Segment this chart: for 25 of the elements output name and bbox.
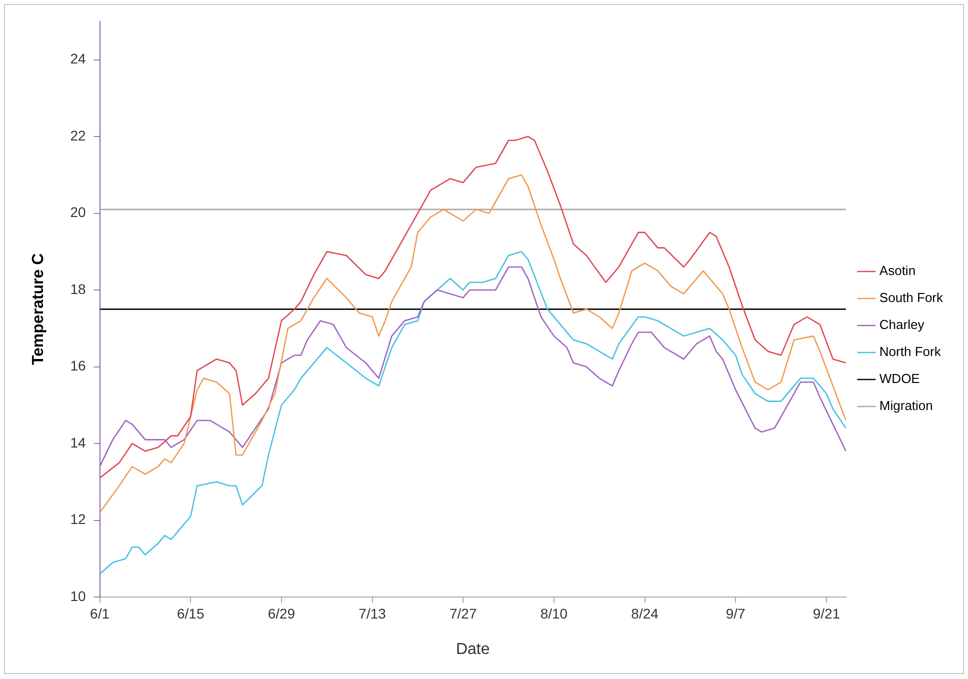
- x-tick-label: 6/1: [90, 605, 110, 622]
- x-tick-label: 7/27: [449, 605, 477, 622]
- x-tick-label: 8/10: [540, 605, 568, 622]
- legend-label: WDOE: [879, 371, 920, 386]
- y-tick-label: 22: [70, 127, 86, 144]
- x-tick-label: 8/24: [631, 605, 659, 622]
- y-tick-label: 14: [70, 434, 86, 450]
- legend-label: South Fork: [879, 290, 944, 306]
- legend-label: Charley: [879, 317, 925, 332]
- legend-label: Asotin: [879, 263, 916, 278]
- legend-label: Migration: [879, 398, 933, 414]
- y-tick-label: 18: [70, 280, 86, 297]
- y-tick-label: 20: [70, 204, 86, 220]
- y-tick-label: 16: [70, 358, 86, 374]
- y-axis-title: Temperature C: [30, 252, 48, 366]
- x-tick-label: 9/7: [726, 605, 746, 622]
- x-tick-label: 9/21: [812, 605, 840, 622]
- y-tick-label: 24: [70, 50, 86, 67]
- x-axis-title: Date: [456, 640, 490, 658]
- y-tick-label: 10: [70, 588, 86, 604]
- legend-label: North Fork: [879, 344, 942, 360]
- x-tick-label: 6/29: [268, 605, 296, 622]
- y-tick-label: 12: [70, 511, 86, 528]
- x-tick-label: 6/15: [176, 605, 204, 622]
- x-tick-label: 7/13: [358, 605, 386, 622]
